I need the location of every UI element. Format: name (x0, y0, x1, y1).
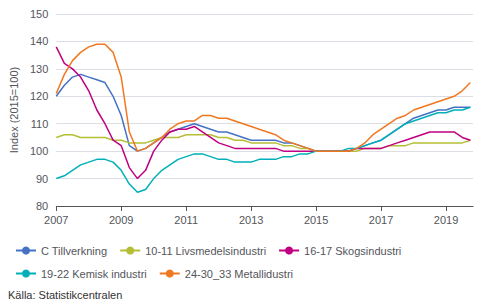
svg-text:Index (2015=100): Index (2015=100) (8, 67, 20, 154)
svg-text:90: 90 (36, 173, 48, 185)
svg-text:2011: 2011 (174, 214, 198, 226)
svg-text:16-17 Skogsindustri: 16-17 Skogsindustri (304, 245, 401, 257)
svg-text:80: 80 (36, 200, 48, 212)
svg-text:2019: 2019 (434, 214, 458, 226)
svg-text:19-22 Kemisk industri: 19-22 Kemisk industri (41, 268, 147, 280)
svg-text:120: 120 (30, 90, 48, 102)
svg-text:2013: 2013 (239, 214, 263, 226)
svg-text:110: 110 (31, 118, 49, 130)
svg-text:150: 150 (30, 8, 48, 20)
svg-text:140: 140 (30, 35, 48, 47)
svg-text:C Tillverkning: C Tillverkning (41, 245, 107, 257)
svg-text:2007: 2007 (44, 214, 68, 226)
svg-text:Källa: Statistikcentralen: Källa: Statistikcentralen (8, 289, 122, 301)
svg-text:10-11 Livsmedelsindustri: 10-11 Livsmedelsindustri (145, 245, 266, 257)
svg-text:2009: 2009 (109, 214, 133, 226)
svg-text:24-30_33 Metallidustri: 24-30_33 Metallidustri (185, 268, 293, 280)
svg-text:130: 130 (30, 63, 48, 75)
svg-text:2015: 2015 (304, 214, 328, 226)
svg-text:100: 100 (30, 145, 48, 157)
svg-text:2017: 2017 (369, 214, 393, 226)
